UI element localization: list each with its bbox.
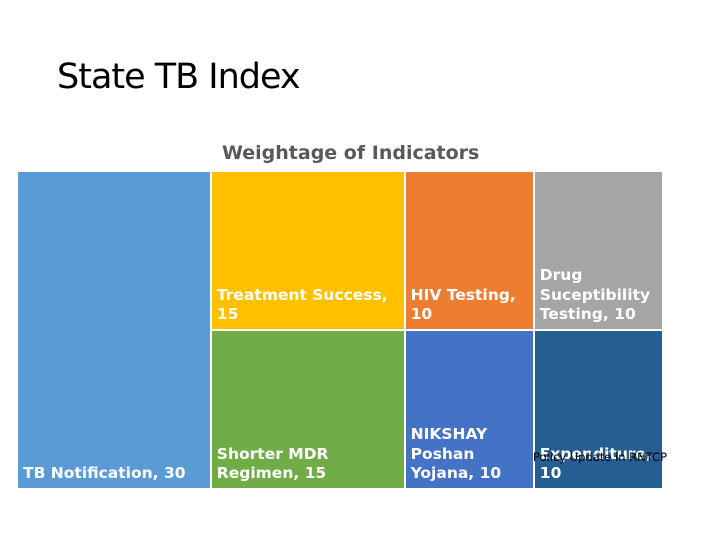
tile-drug-suceptibility-testing: Drug Suceptibility Testing, 10 xyxy=(534,172,664,331)
tile-shorter-mdr-regimen: Shorter MDR Regimen, 15 xyxy=(211,331,406,490)
tile-label: HIV Testing, 10 xyxy=(410,285,516,324)
tile-label: Treatment Success, 15 xyxy=(216,285,388,324)
tile-hiv-testing: HIV Testing, 10 xyxy=(405,172,535,331)
tile-label: Shorter MDR Regimen, 15 xyxy=(216,444,329,483)
tile-label: TB Notification, 30 xyxy=(23,464,186,483)
tile-treatment-success: Treatment Success, 15 xyxy=(211,172,406,331)
tile-tb-notification: TB Notification, 30 xyxy=(18,172,212,490)
slide-title: State TB Index xyxy=(57,57,301,97)
tile-nikshay-poshan-yojana: NIKSHAY Poshan Yojana, 10 xyxy=(405,331,535,490)
tile-label: NIKSHAY Poshan Yojana, 10 xyxy=(410,424,502,483)
tile-label: Expenditure, 10 xyxy=(539,444,652,483)
tile-label: Drug Suceptibility Testing, 10 xyxy=(539,265,651,324)
chart-title: Weightage of Indicators xyxy=(222,142,480,164)
tile-expenditure: Expenditure, 10 xyxy=(534,331,664,490)
policy-update-note: Policy Update in RNTCP xyxy=(533,450,668,464)
